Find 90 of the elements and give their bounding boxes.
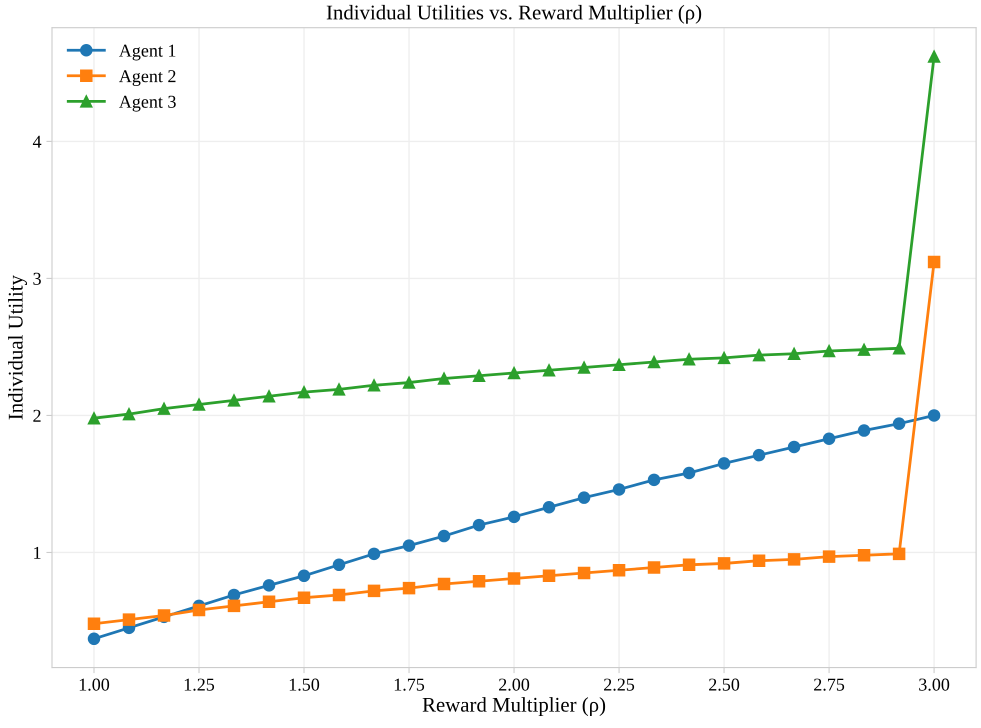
point bbox=[542, 570, 556, 582]
point bbox=[612, 358, 626, 371]
point bbox=[928, 50, 940, 63]
point bbox=[928, 409, 940, 422]
point bbox=[88, 632, 100, 646]
point bbox=[368, 584, 380, 598]
point bbox=[508, 510, 520, 524]
point bbox=[228, 588, 240, 602]
point bbox=[648, 356, 660, 368]
x-tick-label: 1.75 bbox=[394, 678, 424, 691]
point bbox=[612, 564, 626, 577]
point bbox=[402, 582, 416, 594]
point bbox=[578, 566, 590, 580]
point bbox=[298, 570, 310, 582]
y-tick-label: 4 bbox=[32, 136, 42, 148]
point bbox=[752, 348, 766, 362]
point bbox=[368, 379, 380, 392]
x-tick-label: 1.00 bbox=[80, 678, 110, 691]
y-tick-label: 3 bbox=[33, 272, 41, 285]
point bbox=[368, 548, 380, 560]
point bbox=[228, 600, 240, 612]
legend-label: Agent 3 bbox=[118, 96, 176, 112]
x-tick-label: 2.50 bbox=[709, 678, 740, 691]
point bbox=[508, 572, 520, 585]
point bbox=[122, 408, 136, 420]
point bbox=[612, 483, 626, 496]
point bbox=[822, 550, 836, 563]
x-tick-label: 2.00 bbox=[499, 678, 530, 691]
point bbox=[718, 352, 730, 364]
point bbox=[682, 558, 696, 572]
point bbox=[788, 348, 800, 360]
point bbox=[438, 578, 450, 590]
point bbox=[542, 501, 556, 514]
point bbox=[858, 424, 870, 437]
point bbox=[158, 402, 170, 415]
point bbox=[578, 361, 590, 374]
point bbox=[122, 613, 136, 626]
point bbox=[928, 256, 940, 268]
point bbox=[88, 412, 100, 424]
point bbox=[262, 390, 276, 403]
point bbox=[332, 383, 346, 396]
point bbox=[682, 466, 696, 480]
y-tick-label: 2 bbox=[33, 410, 41, 422]
point bbox=[472, 369, 486, 382]
point bbox=[508, 366, 520, 380]
point bbox=[332, 558, 346, 572]
point bbox=[892, 548, 906, 560]
x-tick-label: 2.75 bbox=[814, 678, 844, 691]
point bbox=[438, 530, 450, 542]
y-axis-title: Individual Utility bbox=[8, 275, 27, 420]
point bbox=[262, 596, 276, 608]
point bbox=[858, 548, 870, 562]
point bbox=[542, 364, 556, 376]
point bbox=[752, 448, 766, 462]
point bbox=[402, 539, 416, 552]
point bbox=[858, 343, 870, 356]
point bbox=[298, 591, 310, 604]
point bbox=[472, 518, 486, 532]
point bbox=[192, 604, 206, 616]
point bbox=[228, 394, 240, 407]
point bbox=[788, 440, 800, 454]
x-tick-label: 2.25 bbox=[604, 678, 634, 691]
point bbox=[578, 491, 590, 504]
x-tick-label: 1.50 bbox=[290, 678, 320, 691]
x-tick-label: 3.00 bbox=[919, 678, 950, 691]
point bbox=[892, 342, 906, 355]
point bbox=[298, 386, 310, 398]
point bbox=[88, 617, 100, 630]
point bbox=[822, 344, 836, 358]
y-tick-label: 1 bbox=[34, 546, 40, 559]
point bbox=[822, 432, 836, 445]
point bbox=[438, 372, 450, 385]
point bbox=[892, 417, 906, 430]
point bbox=[332, 588, 346, 602]
point bbox=[788, 553, 800, 566]
point bbox=[718, 557, 730, 570]
x-axis-title: Reward Multiplier (ρ) bbox=[422, 697, 606, 716]
point bbox=[718, 457, 730, 470]
legend-label: Agent 1 bbox=[118, 44, 176, 60]
point bbox=[682, 353, 696, 366]
point bbox=[648, 561, 660, 574]
legend-label: Agent 2 bbox=[118, 70, 176, 86]
chart-title: Individual Utilities vs. Reward Multiplier (ρ) bbox=[326, 4, 702, 24]
point bbox=[262, 579, 276, 592]
point bbox=[752, 554, 766, 567]
point bbox=[402, 376, 416, 389]
point bbox=[648, 474, 660, 486]
point bbox=[472, 575, 486, 588]
point bbox=[192, 398, 206, 411]
x-tick-label: 1.25 bbox=[184, 678, 214, 691]
